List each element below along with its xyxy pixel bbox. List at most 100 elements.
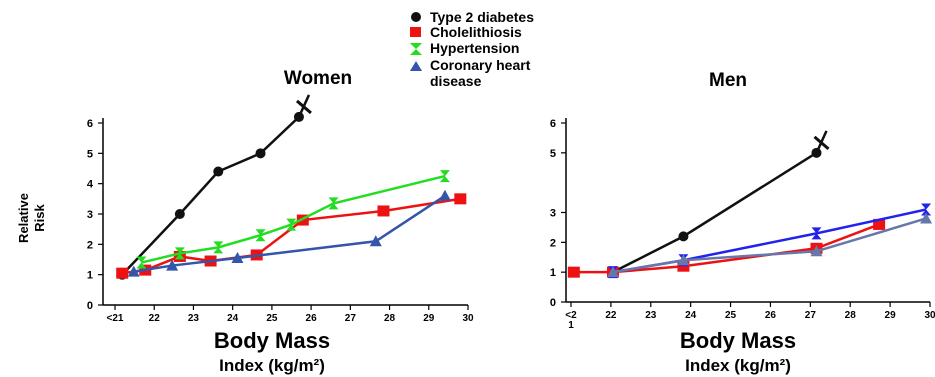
- x-axis-label-line2: Index (kg/m²): [685, 356, 791, 375]
- legend-circle-marker: [411, 12, 421, 22]
- y-tick-label: 2: [550, 237, 556, 249]
- series-group: [116, 94, 467, 280]
- y-ticks: 0 1 2 3 5 6: [550, 118, 566, 309]
- data-point-cholelithiosis: [567, 266, 580, 278]
- data-point-cholelithiosis: [454, 193, 467, 205]
- data-point-hypertension: [136, 256, 147, 269]
- legend-triangle-marker: [410, 61, 422, 71]
- x-tick-label: 25: [266, 313, 278, 324]
- legend-label: Type 2 diabetes: [430, 9, 534, 25]
- data-point-cholelithiosis: [873, 218, 886, 230]
- series-line-hypertension: [612, 208, 927, 274]
- data-point-coronary-heart-disease: [606, 266, 619, 278]
- x-axis-label-line2: Index (kg/m²): [219, 356, 325, 375]
- legend-label-line2: disease: [430, 73, 482, 89]
- x-tick-label: 30: [924, 310, 935, 321]
- y-tick-label: 1: [87, 270, 93, 282]
- x-axis-label-line1: Body Mass: [680, 328, 796, 353]
- x-tick-label: 28: [845, 310, 857, 321]
- series-line-hypertension: [141, 174, 446, 264]
- x-tick-label: 1: [568, 320, 574, 331]
- data-point-hypertension: [213, 241, 224, 254]
- legend-square-marker: [410, 27, 421, 37]
- y-tick-label: 6: [87, 118, 93, 130]
- x-tick-label: 22: [149, 313, 161, 324]
- data-point-hypertension: [921, 203, 932, 216]
- x-tick-label: 23: [645, 310, 657, 321]
- x-tick-label: 24: [227, 313, 239, 324]
- y-ticks: 0 1 2 3 4 5 6: [87, 118, 103, 312]
- legend-label-line1: Coronary heart: [430, 57, 531, 73]
- x-tick-label: 27: [345, 313, 357, 324]
- legend: Type 2 diabetes Cholelithiosis Hypertens…: [410, 9, 534, 89]
- y-tick-label: 4: [87, 179, 94, 191]
- y-axis-label: Relative Risk: [16, 193, 47, 243]
- x-tick-label: 26: [306, 313, 318, 324]
- x-tick-label: 28: [384, 313, 396, 324]
- data-point-type-2-diabetes: [678, 231, 689, 242]
- legend-item-coronary-heart-disease: Coronary heart disease: [410, 57, 531, 89]
- legend-label: Hypertension: [430, 40, 519, 56]
- x-tick-label: 23: [188, 313, 200, 324]
- y-tick-label: 6: [550, 118, 556, 130]
- y-tick-label: 3: [550, 208, 556, 220]
- x-tick-label: 30: [462, 313, 474, 324]
- data-point-hypertension: [174, 247, 185, 260]
- data-point-type-2-diabetes: [213, 166, 224, 177]
- data-point-hypertension: [328, 197, 339, 210]
- legend-item-cholelithiosis: Cholelithiosis: [410, 24, 522, 40]
- x-ticks: <21 22 23 24 25 26 27 28 29 30: [565, 302, 935, 331]
- y-tick-label: 0: [87, 300, 93, 312]
- series-line-type-2-diabetes: [121, 116, 300, 276]
- x-tick-label: 22: [605, 310, 617, 321]
- series-group: [567, 130, 933, 279]
- axis-break-mark: [295, 99, 312, 115]
- chart-title: Men: [709, 70, 747, 91]
- data-point-hypertension: [255, 229, 266, 242]
- axis-break-mark: [813, 135, 830, 150]
- data-point-coronary-heart-disease: [438, 189, 451, 201]
- y-tick-label: 5: [87, 148, 93, 160]
- data-point-coronary-heart-disease: [920, 212, 933, 224]
- data-point-coronary-heart-disease: [166, 259, 179, 271]
- legend-hourglass-marker: [410, 43, 422, 55]
- data-point-hypertension: [286, 218, 297, 231]
- data-point-cholelithiosis: [116, 267, 129, 279]
- data-point-hypertension: [811, 227, 822, 240]
- y-tick-label: 5: [550, 148, 556, 160]
- data-point-coronary-heart-disease: [369, 235, 382, 247]
- y-tick-label: 0: [550, 297, 556, 309]
- y-tick-label: 2: [87, 239, 93, 251]
- x-tick-label: <21: [107, 313, 124, 324]
- x-tick-label: 29: [885, 310, 897, 321]
- x-ticks: <21 22 23 24 25 26 27 28 29 30: [107, 305, 474, 324]
- series-line-coronary-heart-disease: [612, 217, 927, 274]
- data-point-cholelithiosis: [377, 205, 390, 217]
- x-tick-label: 24: [685, 310, 697, 321]
- data-point-type-2-diabetes: [255, 148, 266, 159]
- x-tick-label: 26: [765, 310, 777, 321]
- x-tick-label: <2: [565, 310, 577, 321]
- x-axis-label-line1: Body Mass: [214, 328, 330, 353]
- data-point-type-2-diabetes: [174, 209, 185, 219]
- data-point-coronary-heart-disease: [810, 245, 823, 257]
- data-point-coronary-heart-disease: [231, 251, 244, 263]
- y-tick-label: 3: [87, 209, 93, 221]
- legend-item-type2-diabetes: Type 2 diabetes: [411, 9, 534, 25]
- y-tick-label: 1: [550, 267, 556, 279]
- legend-item-hypertension: Hypertension: [410, 40, 519, 56]
- x-tick-label: 25: [725, 310, 737, 321]
- x-tick-label: 29: [423, 313, 435, 324]
- data-point-coronary-heart-disease: [677, 254, 690, 266]
- data-point-hypertension: [439, 170, 450, 183]
- y-axis-label-line1: Relative: [16, 193, 31, 243]
- legend-label: Cholelithiosis: [430, 24, 522, 40]
- x-tick-label: 27: [805, 310, 817, 321]
- y-axis-label-line2: Risk: [32, 204, 47, 232]
- chart-title: Women: [284, 68, 352, 89]
- data-point-coronary-heart-disease: [127, 265, 140, 277]
- series-line-cholelithiosis: [573, 223, 880, 274]
